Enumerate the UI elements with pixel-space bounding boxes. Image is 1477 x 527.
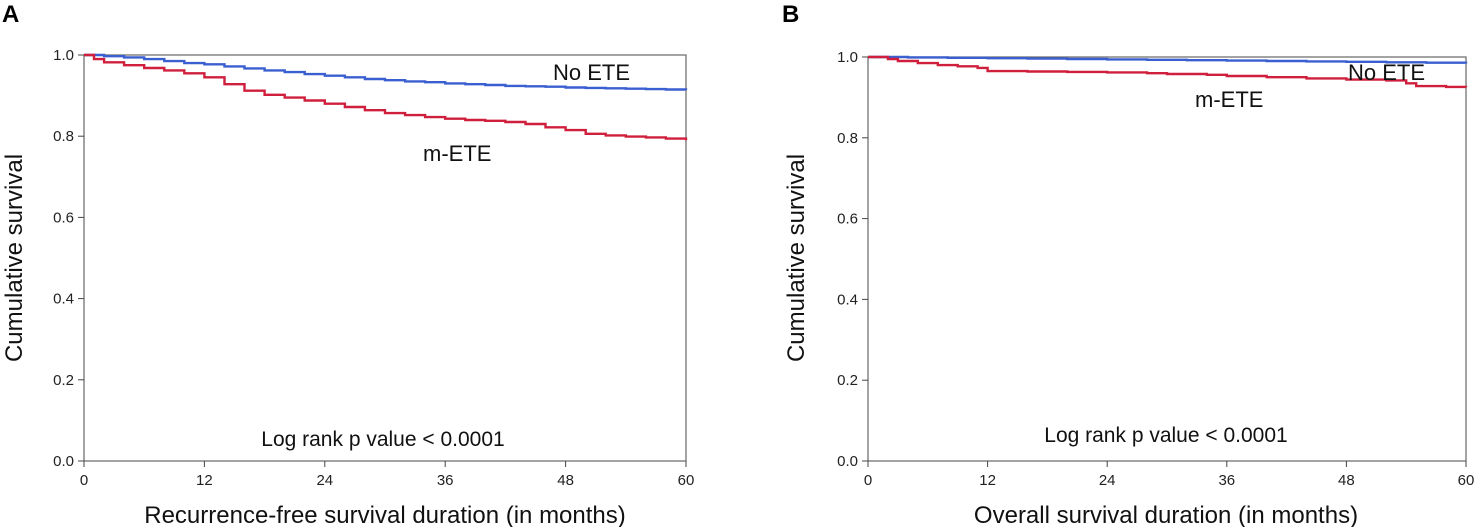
series-label-no-ete: No ETE: [553, 60, 630, 85]
x-tick-label: 24: [1099, 472, 1116, 489]
y-tick-label: 1.0: [837, 49, 858, 66]
survival-curves: [868, 55, 1468, 89]
x-tick-label: 60: [1458, 472, 1475, 489]
y-tick-label: 0.0: [53, 453, 74, 470]
y-axis-title: Cumulative survival: [783, 154, 810, 362]
panel-b: B 0 12 24 36 48 60 0.0 0.2 0.4 0.6 0.8 1.0 Overall …: [782, 1, 1474, 527]
x-tick-label: 36: [437, 472, 454, 489]
km-curve-no-ete: [84, 53, 688, 91]
km-curve-m-ete: [84, 53, 688, 141]
series-label-m-ete: m-ETE: [423, 141, 491, 166]
y-axis-title: Cumulative survival: [1, 154, 28, 362]
km-curve-no-ete: [868, 55, 1468, 64]
y-tick-label: 1.0: [53, 47, 74, 64]
x-axis-title: Overall survival duration (in months): [974, 502, 1358, 527]
y-tick-label: 0.8: [837, 130, 858, 147]
x-tick-label: 12: [196, 472, 213, 489]
x-axis-title: Recurrence-free survival duration (in mo…: [144, 502, 626, 527]
x-tick-label: 48: [557, 472, 574, 489]
x-tick-label: 36: [1218, 472, 1235, 489]
y-tick-label: 0.8: [53, 128, 74, 145]
x-tick-label: 48: [1338, 472, 1355, 489]
y-tick-label: 0.6: [53, 209, 74, 226]
y-tick-label: 0.2: [837, 372, 858, 389]
x-tick-label: 60: [678, 472, 695, 489]
x-tick-label: 0: [80, 472, 88, 489]
km-curve-m-ete: [868, 55, 1468, 89]
series-label-no-ete: No ETE: [1348, 60, 1425, 85]
panel-letter: B: [782, 1, 799, 28]
plot-frame: [867, 56, 1467, 462]
panel-a: A 0 12 24 36 48 60 0.0 0.2 0.4 0.6 0.8 1.0 Recurren…: [1, 1, 694, 527]
axis-ticks: 0 12 24 36 48 60 0.0 0.2 0.4 0.6 0.8 1.0: [53, 47, 694, 489]
axis-ticks: 0 12 24 36 48 60 0.0 0.2 0.4 0.6 0.8 1.0: [837, 49, 1474, 489]
y-tick-label: 0.2: [53, 372, 74, 389]
panel-letter: A: [2, 1, 19, 28]
x-tick-label: 0: [864, 472, 872, 489]
log-rank-annotation: Log rank p value < 0.0001: [261, 428, 504, 451]
x-tick-label: 24: [316, 472, 333, 489]
y-tick-label: 0.6: [837, 211, 858, 228]
y-tick-label: 0.4: [53, 291, 74, 308]
y-tick-label: 0.4: [837, 291, 858, 308]
survival-curves: [84, 53, 688, 141]
series-label-m-ete: m-ETE: [1195, 87, 1263, 112]
plot-frame: [83, 54, 687, 462]
x-tick-label: 12: [979, 472, 996, 489]
y-tick-label: 0.0: [837, 453, 858, 470]
log-rank-annotation: Log rank p value < 0.0001: [1044, 424, 1287, 447]
